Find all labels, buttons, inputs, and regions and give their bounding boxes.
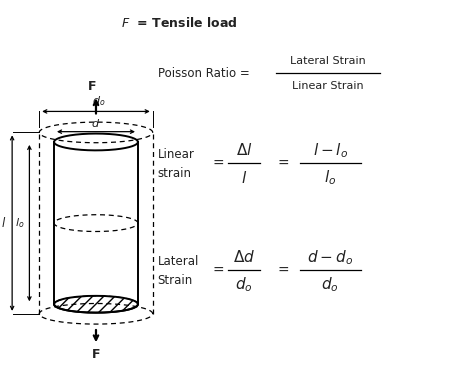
Text: strain: strain (158, 167, 191, 180)
Text: =: = (212, 157, 224, 171)
Text: =: = (278, 157, 289, 171)
Text: $\mathbf{F}$: $\mathbf{F}$ (87, 80, 97, 93)
Text: $\mathit{F}$  = Tensile load: $\mathit{F}$ = Tensile load (121, 16, 237, 30)
Text: $l - l_o$: $l - l_o$ (313, 141, 348, 160)
Text: =: = (278, 264, 289, 278)
Text: $l$: $l$ (1, 216, 6, 230)
Text: Lateral: Lateral (158, 255, 199, 268)
Text: =: = (212, 264, 224, 278)
Text: Poisson Ratio =: Poisson Ratio = (158, 67, 253, 80)
Text: $l$: $l$ (241, 170, 247, 186)
Text: Linear Strain: Linear Strain (292, 81, 364, 91)
Text: $l_o$: $l_o$ (15, 216, 25, 230)
Text: Lateral Strain: Lateral Strain (290, 55, 365, 66)
Text: $\mathbf{F}$: $\mathbf{F}$ (91, 348, 100, 361)
Text: $d_o$: $d_o$ (321, 276, 339, 294)
Text: Strain: Strain (158, 274, 193, 287)
Text: $d - d_o$: $d - d_o$ (307, 248, 353, 267)
Text: $l_o$: $l_o$ (324, 169, 337, 187)
Text: $\Delta d$: $\Delta d$ (233, 249, 255, 265)
Text: $d_o$: $d_o$ (92, 94, 105, 108)
Text: $d_o$: $d_o$ (235, 276, 253, 294)
Text: $\Delta l$: $\Delta l$ (236, 142, 252, 158)
Text: $d$: $d$ (91, 116, 100, 128)
Text: Linear: Linear (158, 148, 194, 161)
